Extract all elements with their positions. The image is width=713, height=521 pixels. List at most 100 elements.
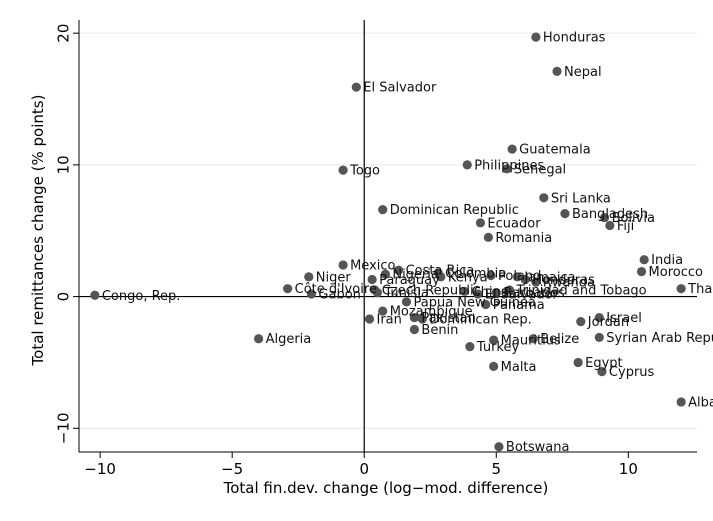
point-label-33: El Salvador <box>485 287 559 302</box>
data-point-49 <box>594 332 604 343</box>
data-point-23 <box>433 268 443 278</box>
y-tick-label-3: 20 <box>55 24 73 43</box>
data-point-16 <box>676 284 686 294</box>
point-label-23: Colombia <box>445 266 506 281</box>
data-point-27 <box>531 277 541 287</box>
y-tick-label-1: 0 <box>55 292 73 302</box>
data-point-44 <box>594 313 604 323</box>
data-point-34 <box>504 285 515 295</box>
data-point-3 <box>507 144 517 154</box>
data-point-19 <box>304 272 314 282</box>
point-label-14: India <box>651 253 683 268</box>
point-label-7: Sri Lanka <box>551 191 611 206</box>
point-label-13: Romania <box>495 231 552 246</box>
x-tick-label-0: −10 <box>84 460 116 478</box>
point-label-16: Thailand <box>687 282 713 297</box>
point-label-26: Honduras <box>532 273 595 288</box>
y-tick-label-2: 10 <box>55 155 73 174</box>
point-label-6: Togo <box>349 164 380 179</box>
point-label-12: Ecuador <box>487 216 541 231</box>
point-label-53: Cyprus <box>609 365 655 380</box>
point-label-34: Trinidad and Tobago <box>515 284 646 299</box>
point-label-24: Poland <box>498 269 541 284</box>
data-point-51 <box>489 361 499 371</box>
point-label-45: Jordan <box>587 315 629 330</box>
data-point-9 <box>599 212 610 223</box>
point-label-37: Panama <box>493 298 545 313</box>
data-point-50 <box>465 342 475 352</box>
point-label-46: Algeria <box>266 332 312 347</box>
x-tick-label-4: 10 <box>619 460 638 478</box>
point-label-41: Pakistan <box>421 311 475 326</box>
point-label-18: Costa Rica <box>406 264 475 279</box>
data-point-14 <box>639 255 649 265</box>
data-point-21 <box>367 274 377 285</box>
point-label-2: El Salvador <box>363 81 437 96</box>
data-point-40 <box>364 314 375 324</box>
point-label-4: Philippines <box>474 158 544 173</box>
y-axis-title: Total remittances change (% points) <box>29 95 47 367</box>
point-label-55: Botswana <box>506 440 570 455</box>
data-point-28 <box>283 284 293 294</box>
data-point-18 <box>393 265 404 275</box>
point-label-51: Malta <box>501 360 537 375</box>
data-point-11 <box>378 205 388 215</box>
data-points <box>90 32 686 452</box>
data-point-42 <box>417 314 427 324</box>
data-point-46 <box>253 334 264 344</box>
point-label-29: Czech Republic <box>382 284 481 299</box>
point-label-54: Albania <box>688 395 713 410</box>
data-point-5 <box>502 164 512 174</box>
point-label-22: Kenya <box>448 270 488 285</box>
data-point-54 <box>676 397 686 407</box>
data-point-8 <box>560 209 570 219</box>
data-point-6 <box>338 165 348 175</box>
point-label-44: Israel <box>606 311 642 326</box>
point-label-28: Côte d'Ivoire <box>295 282 377 297</box>
data-point-15 <box>636 266 647 277</box>
point-label-0: Honduras <box>543 31 606 46</box>
point-label-5: Senegal <box>514 162 566 177</box>
data-point-36 <box>401 297 412 307</box>
point-label-27: Rwanda <box>543 276 595 291</box>
data-point-13 <box>483 232 493 242</box>
x-tick-label-2: 0 <box>359 460 369 478</box>
point-label-3: Guatemala <box>519 143 591 158</box>
data-point-12 <box>475 218 486 228</box>
data-point-26 <box>520 274 530 285</box>
point-label-20: Nigeria <box>392 268 439 283</box>
data-point-10 <box>605 220 615 231</box>
x-axis-title: Total fin.dev. change (log−mod. differen… <box>223 479 549 497</box>
data-point-38 <box>90 290 100 300</box>
point-label-50: Turkey <box>476 340 520 355</box>
data-point-20 <box>380 269 390 279</box>
point-label-48: Belize <box>540 332 579 347</box>
point-label-38: Congo, Rep. <box>102 289 181 304</box>
data-point-31 <box>306 289 317 299</box>
point-label-36: Papua New Guinea <box>413 295 535 310</box>
data-point-35 <box>491 288 501 298</box>
point-label-42: Dominican Rep. <box>429 312 531 327</box>
data-point-47 <box>489 335 499 345</box>
point-label-25: Jamaica <box>523 270 575 285</box>
point-label-19: Niger <box>316 270 352 285</box>
point-label-17: Mexico <box>350 258 395 273</box>
data-point-24 <box>486 270 496 281</box>
point-label-43: Benin <box>421 323 458 338</box>
data-point-25 <box>512 272 523 282</box>
point-label-9: Bolivia <box>612 211 655 226</box>
point-label-35: Barbados <box>503 286 565 301</box>
point-label-32: China <box>472 285 509 300</box>
data-point-7 <box>539 193 549 203</box>
data-point-39 <box>378 306 388 316</box>
data-point-37 <box>481 299 491 310</box>
data-point-43 <box>409 324 420 335</box>
data-point-45 <box>576 317 586 327</box>
point-label-40: Iran <box>377 312 402 327</box>
point-label-30: Tunisia <box>383 286 428 301</box>
y-tick-label-0: −10 <box>55 412 73 444</box>
point-label-11: Dominican Republic <box>390 203 519 218</box>
data-point-53 <box>597 367 607 377</box>
